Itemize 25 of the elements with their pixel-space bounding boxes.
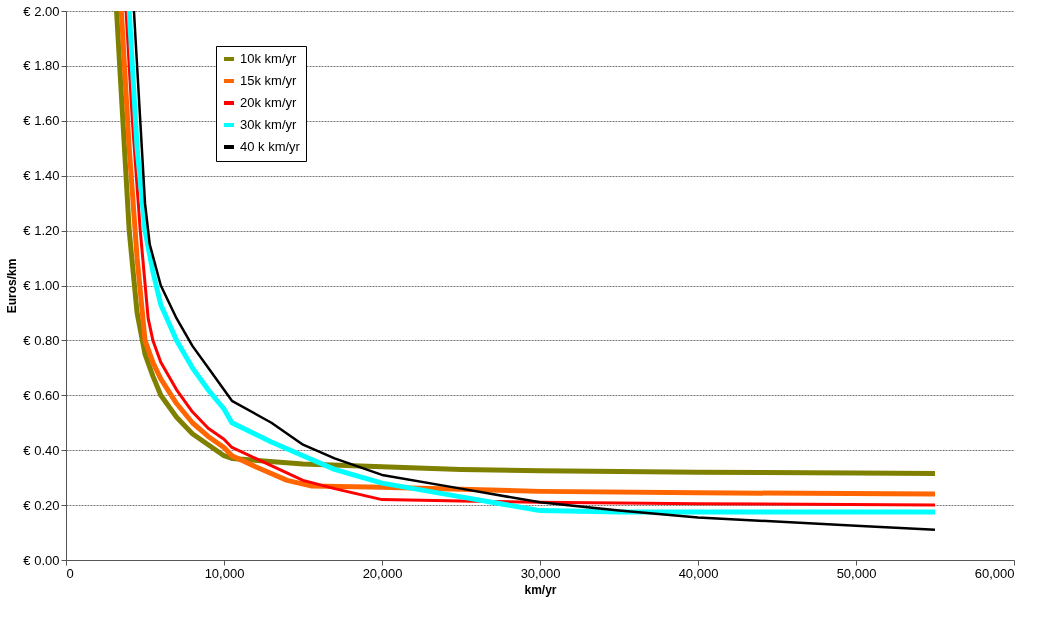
- y-tick-label: € 1.80: [23, 58, 60, 74]
- legend-label: 30k km/yr: [240, 117, 298, 132]
- legend-label: 40 k km/yr: [240, 139, 301, 154]
- x-tick-label: 50,000: [836, 565, 877, 581]
- legend-label: 10k km/yr: [240, 51, 298, 66]
- x-tick-label: 60,000: [974, 565, 1015, 581]
- x-tick-label: 40,000: [678, 565, 719, 581]
- x-tick-label: 0: [66, 565, 74, 581]
- y-tick-label: € 1.00: [23, 278, 60, 293]
- x-axis-title: km/yr: [524, 582, 557, 597]
- legend-label: 20k km/yr: [240, 95, 298, 110]
- y-tick-label: € 0.80: [23, 332, 60, 348]
- y-tick-label: € 1.60: [23, 113, 60, 129]
- y-tick-label: € 0.20: [23, 497, 60, 513]
- y-tick-label: € 0.00: [23, 552, 60, 568]
- y-tick-label: € 0.40: [23, 442, 60, 458]
- x-tick-label: 20,000: [362, 565, 403, 581]
- y-tick-label: € 1.40: [23, 168, 60, 184]
- x-tick-label: 30,000: [520, 565, 561, 581]
- y-tick-label: € 0.60: [23, 387, 60, 403]
- y-tick-label: € 1.20: [23, 223, 60, 239]
- y-tick-label: € 2.00: [23, 3, 60, 19]
- x-tick-label: 10,000: [204, 565, 245, 581]
- y-axis-title: Euros/km: [5, 258, 20, 314]
- legend-label: 15k km/yr: [240, 73, 298, 88]
